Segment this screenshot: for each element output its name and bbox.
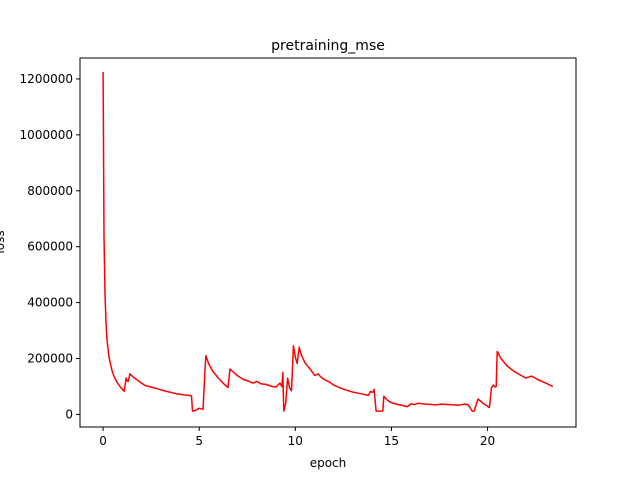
y-tick-label: 600000 xyxy=(27,240,73,254)
y-tick-label: 1200000 xyxy=(20,72,73,86)
y-axis-label: loss xyxy=(0,230,7,253)
x-tick-label: 15 xyxy=(384,434,399,448)
plot-area xyxy=(79,57,577,428)
x-axis-label: epoch xyxy=(310,456,347,470)
axes-frame xyxy=(79,57,577,428)
x-tick-label: 20 xyxy=(480,434,495,448)
y-axis: 0 200000 400000 600000 800000 1000000 1200000 xyxy=(20,72,80,421)
x-tick-label: 5 xyxy=(195,434,203,448)
series-line xyxy=(102,71,554,412)
x-tick-label: 0 xyxy=(99,434,107,448)
y-tick-label: 800000 xyxy=(27,184,73,198)
chart-title: pretraining_mse xyxy=(271,38,385,54)
y-tick-label: 200000 xyxy=(27,352,73,366)
x-axis: 0 5 10 15 20 xyxy=(99,427,495,448)
y-tick-label: 0 xyxy=(65,407,73,421)
y-tick-label: 400000 xyxy=(27,296,73,310)
x-tick-label: 10 xyxy=(288,434,303,448)
y-tick-label: 1000000 xyxy=(20,128,73,142)
plot-background xyxy=(80,58,576,427)
